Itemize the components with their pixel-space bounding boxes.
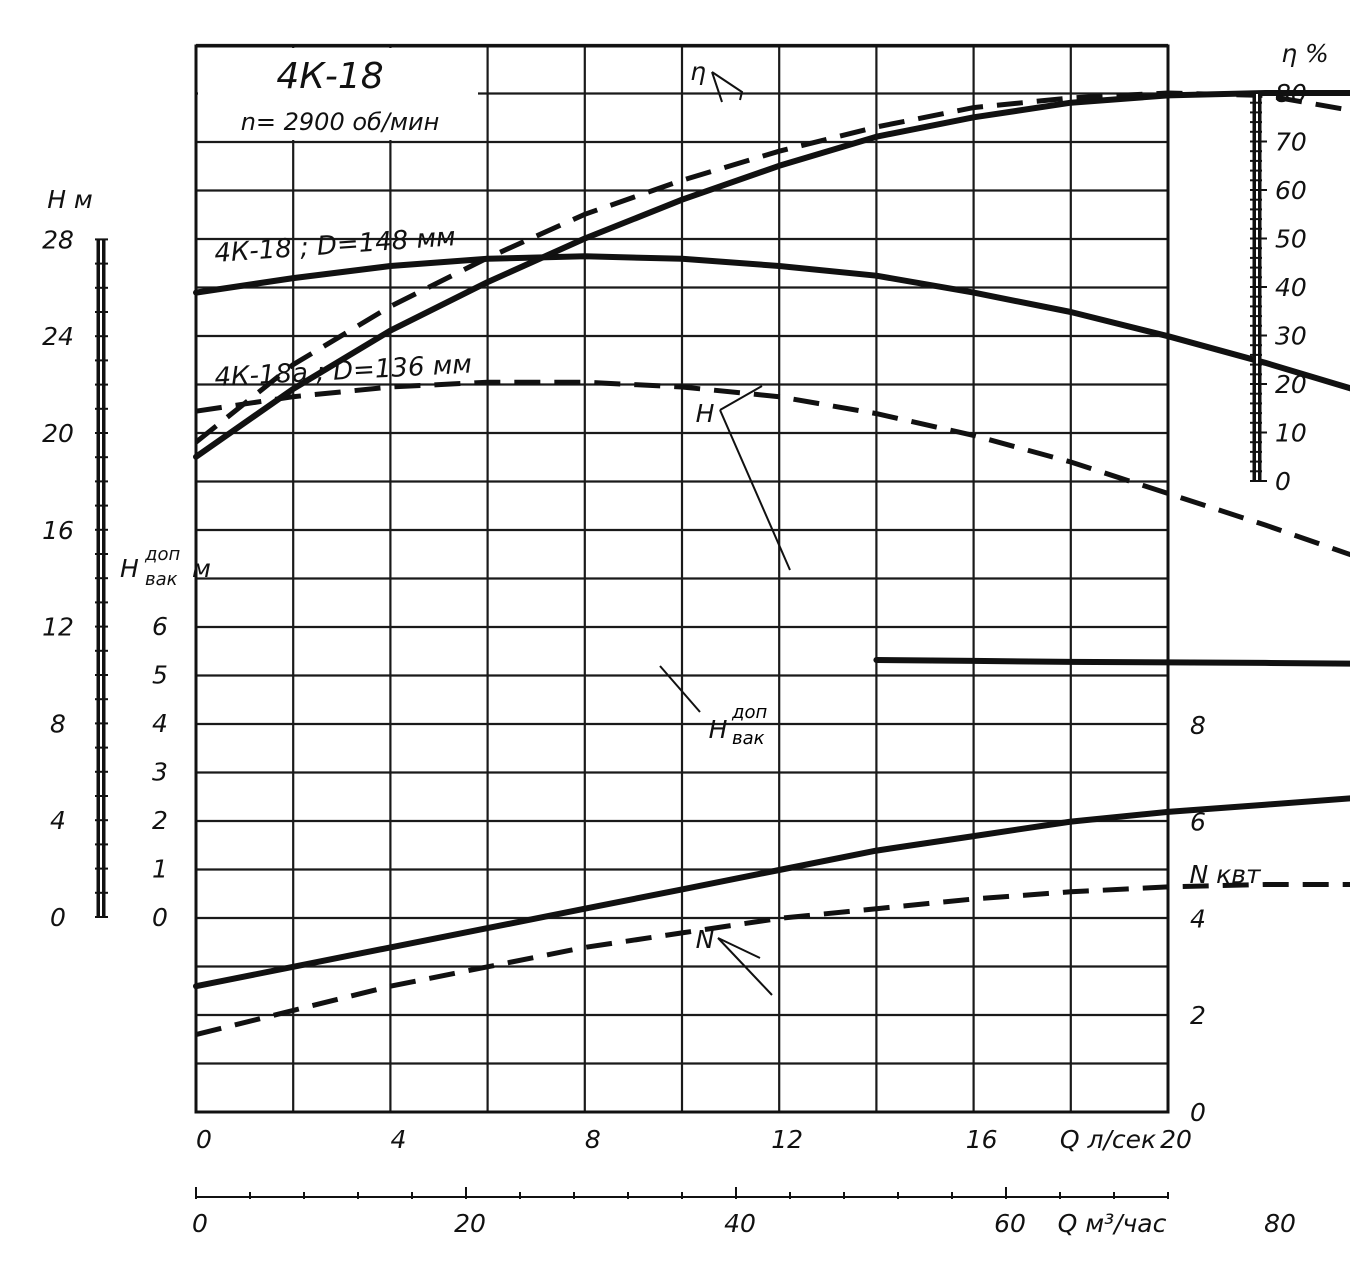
curve-4 <box>873 657 1350 667</box>
h-axis-label: Н м <box>47 185 93 214</box>
n-leader-1 <box>717 937 761 959</box>
h-tick-label: 16 <box>42 516 74 545</box>
eta-tick-label: 80 <box>1275 79 1307 108</box>
eta-tick-label: 20 <box>1275 370 1307 399</box>
n-tick-label: 8 <box>1190 711 1206 740</box>
hvak-curve-label: Н <box>709 715 728 744</box>
hvak-tick-label: 2 <box>152 806 168 835</box>
curves <box>193 90 1350 1038</box>
x2-tick-label: 40 <box>724 1209 756 1238</box>
h-tick-label: 28 <box>42 225 74 254</box>
hvak-axis-unit: м <box>192 554 211 583</box>
hvak-tick-label: 3 <box>152 758 168 787</box>
plot-frame <box>194 44 1170 1114</box>
curve-6 <box>195 882 1350 1038</box>
hvak-axis-label: Н <box>120 554 139 583</box>
x-tick-label: 12 <box>771 1125 803 1154</box>
hvak-tick-label: 5 <box>152 661 168 690</box>
h-leader-2 <box>719 409 791 571</box>
x2-axis-label: Q м³/час <box>1058 1209 1167 1238</box>
hvak-leader <box>659 665 701 713</box>
x-tick-label: 8 <box>585 1125 601 1154</box>
eta-tick-label: 70 <box>1275 128 1307 157</box>
h-curve-label: Н <box>696 399 715 428</box>
x-axes: 048121620242832Q л/сек020406080100120Q м… <box>192 1125 1296 1238</box>
eta-axis-label: η % <box>1281 39 1329 68</box>
title-box <box>198 48 478 140</box>
eta-leader-2 <box>711 71 723 103</box>
hvak-tick-label: 0 <box>152 903 168 932</box>
series-label-d136: 4К-18а ; D=136 мм <box>214 350 473 393</box>
x-tick-label: 4 <box>390 1125 406 1154</box>
curve-0 <box>193 253 1350 392</box>
n-axis-label: N квт <box>1189 860 1261 889</box>
n-leader-2 <box>717 937 773 996</box>
x2-tick-label: 60 <box>994 1209 1026 1238</box>
h-tick-label: 12 <box>42 613 74 642</box>
eta-curve-label: η <box>690 57 706 86</box>
eta-tick-label: 30 <box>1275 322 1307 351</box>
hvak-curve-sub: вак <box>732 728 765 749</box>
eta-tick-label: 10 <box>1275 419 1307 448</box>
eta-tick-label: 60 <box>1275 176 1307 205</box>
chart-subtitle: n= 2900 об/мин <box>241 108 440 136</box>
n-tick-label: 4 <box>1190 904 1206 933</box>
hvak-tick-label: 1 <box>152 855 168 884</box>
x-tick-label: 20 <box>1160 1125 1192 1154</box>
eta-tick-label: 40 <box>1275 273 1307 302</box>
h-tick-label: 0 <box>50 903 66 932</box>
x2-tick-label: 20 <box>454 1209 486 1238</box>
x2-tick-label: 0 <box>192 1209 208 1238</box>
hvak-tick-label: 6 <box>152 612 168 641</box>
n-tick-label: 6 <box>1190 808 1206 837</box>
n-tick-label: 2 <box>1190 1001 1206 1030</box>
hvak-axis-sub: вак <box>145 569 178 590</box>
h-tick-label: 4 <box>50 806 66 835</box>
x-axis-label: Q л/сек <box>1060 1125 1156 1154</box>
curve-1 <box>195 379 1350 558</box>
eta-tick-label: 0 <box>1275 467 1291 496</box>
hvak-tick-label: 4 <box>152 709 168 738</box>
curve-5 <box>193 795 1350 990</box>
eta-leader-1 <box>711 71 744 101</box>
grid <box>194 43 1170 1114</box>
x-tick-label: 16 <box>966 1125 998 1154</box>
x2-tick-label: 80 <box>1264 1209 1296 1238</box>
h-tick-label: 8 <box>50 709 66 738</box>
n-tick-label: 0 <box>1190 1098 1206 1127</box>
x-tick-label: 0 <box>196 1125 212 1154</box>
h-tick-label: 20 <box>42 419 74 448</box>
hvak-curve-sup: доп <box>731 702 767 723</box>
curve-2 <box>193 90 1350 460</box>
chart-title: 4К-18 <box>276 56 383 97</box>
hvak-axis-sup: доп <box>144 544 180 565</box>
n-curve-label: N <box>696 925 715 954</box>
curve-3 <box>194 90 1350 445</box>
h-tick-label: 24 <box>42 322 74 351</box>
eta-tick-label: 50 <box>1275 225 1307 254</box>
h-leader-1 <box>719 385 763 411</box>
